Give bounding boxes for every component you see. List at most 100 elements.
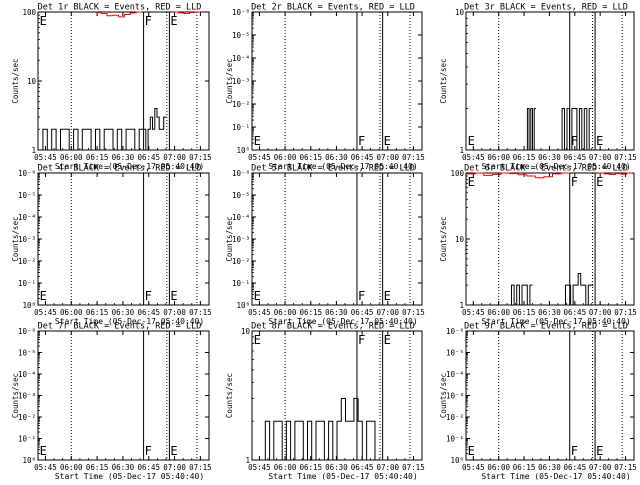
- panel6-y-tick-label: 1: [459, 301, 464, 310]
- panel1-x-axis-label: Start Time (05-Dec-17 05:40:40): [55, 162, 204, 171]
- panel6-lld-series: [598, 172, 633, 175]
- panel5-marker-f: F: [358, 289, 365, 303]
- panel1-x-tick-label: 06:45: [137, 153, 160, 162]
- panel3-x-tick-label: 06:45: [564, 153, 587, 162]
- panel2-x-tick-label: 06:00: [274, 153, 297, 162]
- panel8-title: Det 8r BLACK = Events, RED = LLD: [251, 322, 415, 332]
- panel8-x-tick-label: 07:15: [402, 463, 425, 472]
- panel4-y-tick-label: 10⁰: [22, 301, 36, 310]
- panel7-x-axis-label: Start Time (05-Dec-17 05:40:40): [55, 472, 204, 480]
- panel6-x-tick-label: 06:45: [564, 308, 587, 317]
- panel7-x-tick-label: 06:30: [112, 463, 135, 472]
- panel4-marker-f: F: [145, 289, 152, 303]
- panel1-y-tick-label: 1: [31, 146, 36, 155]
- panel2-marker-f: F: [358, 134, 365, 148]
- panel5-y-tick-label: 10⁻³: [232, 235, 250, 244]
- panel7-x-tick-label: 05:45: [34, 463, 57, 472]
- panel6-x-tick-label: 06:15: [513, 308, 536, 317]
- panel4-marker-e: E: [40, 289, 47, 303]
- panel9-plot-frame: [465, 330, 635, 461]
- panel7-y-tick-label: 10⁻²: [18, 413, 36, 422]
- panel1-y-tick-label: 10: [27, 77, 37, 86]
- panel2-y-tick-label: 10⁻²: [232, 100, 250, 109]
- panel2-x-tick-label: 05:45: [248, 153, 271, 162]
- panel9-marker-e: E: [596, 444, 603, 458]
- panel3-x-tick-label: 06:30: [538, 153, 561, 162]
- panel1-x-tick-label: 05:45: [34, 153, 57, 162]
- panel7-y-axis-label: Counts/sec: [11, 373, 20, 418]
- panel1-lld-series: [95, 11, 142, 18]
- panel2-x-tick-label: 07:00: [376, 153, 399, 162]
- panel6-lld-series: [466, 172, 570, 179]
- panel1-events-series: [38, 128, 144, 151]
- panel6-x-tick-label: 07:15: [614, 308, 637, 317]
- panel4-y-tick-label: 10⁻³: [18, 235, 36, 244]
- panel6-x-tick-label: 05:45: [462, 308, 485, 317]
- panel4-y-tick-label: 10⁻⁵: [18, 191, 36, 200]
- panel2-x-tick-label: 07:15: [402, 153, 425, 162]
- panel7-y-tick-label: 10⁻⁶: [18, 327, 36, 336]
- panel5-x-axis-label: Start Time (05-Dec-17 05:40:40): [268, 317, 417, 326]
- panel4-y-axis-label: Counts/sec: [11, 216, 20, 261]
- panel8-x-tick-label: 06:45: [351, 463, 374, 472]
- panel3-x-axis-label: Start Time (05-Dec-17 05:40:40): [481, 162, 630, 171]
- panel9-y-tick-label: 10⁻³: [446, 392, 464, 401]
- panel5-x-tick-label: 07:00: [376, 308, 399, 317]
- panel1-x-tick-label: 06:15: [86, 153, 109, 162]
- panel4-y-tick-label: 10⁻⁶: [18, 169, 36, 178]
- panel7-y-tick-label: 10⁰: [22, 456, 36, 465]
- panel7-y-tick-label: 10⁻¹: [18, 435, 36, 444]
- panel2-x-tick-label: 06:30: [325, 153, 348, 162]
- panel8-events-series: [261, 398, 380, 461]
- panel2-x-tick-label: 06:15: [299, 153, 322, 162]
- panel7-plot-frame: [37, 330, 210, 461]
- panel2-y-axis-label: Counts/sec: [225, 58, 234, 103]
- panel3-x-tick-label: 07:15: [614, 153, 637, 162]
- panel6-y-tick-label: 100: [450, 169, 464, 178]
- panel9-title: Det 9r BLACK = Events, RED = LLD: [464, 322, 628, 332]
- panel4-y-tick-label: 10⁻⁴: [18, 213, 36, 222]
- panel7-marker-e: E: [40, 444, 47, 458]
- panel6-events-series: [508, 284, 533, 306]
- panel3-y-tick-label: 10: [455, 8, 465, 17]
- panel7-marker-f: F: [145, 444, 152, 458]
- panel5-y-tick-label: 10⁻⁴: [232, 213, 250, 222]
- panel5-y-tick-label: 10⁻²: [232, 257, 250, 266]
- panel2-y-tick-label: 10⁻⁴: [232, 54, 250, 63]
- panel7-marker-e: E: [170, 444, 177, 458]
- panel7-x-tick-label: 07:15: [189, 463, 212, 472]
- panel7-y-tick-label: 10⁻⁴: [18, 370, 36, 379]
- panel8-x-tick-label: 06:00: [274, 463, 297, 472]
- panel9-x-tick-label: 06:45: [564, 463, 587, 472]
- panel5-title: Det 5r BLACK = Events, RED = LLD: [251, 164, 415, 174]
- panel4-x-tick-label: 06:00: [60, 308, 83, 317]
- panel5-x-tick-label: 05:45: [248, 308, 271, 317]
- panel9-x-tick-label: 06:00: [487, 463, 510, 472]
- panel1-y-axis-label: Counts/sec: [11, 58, 20, 103]
- panel3-y-tick-label: 1: [459, 146, 464, 155]
- panel6-y-tick-label: 10: [455, 235, 465, 244]
- panel4-x-axis-label: Start Time (05-Dec-17 05:40:40): [55, 317, 204, 326]
- panel5-x-tick-label: 07:15: [402, 308, 425, 317]
- panel1-x-tick-label: 06:30: [112, 153, 135, 162]
- panel1-x-tick-label: 07:15: [189, 153, 212, 162]
- panel7-y-tick-label: 10⁻³: [18, 392, 36, 401]
- panel4-y-tick-label: 10⁻²: [18, 257, 36, 266]
- panel5-marker-e: E: [384, 289, 391, 303]
- panel3-y-axis-label: Counts/sec: [439, 58, 448, 103]
- panel9-y-tick-label: 10⁻⁵: [446, 349, 464, 358]
- panel4-x-tick-label: 06:45: [137, 308, 160, 317]
- panel8-x-tick-label: 06:30: [325, 463, 348, 472]
- panel6-x-axis-label: Start Time (05-Dec-17 05:40:40): [481, 317, 630, 326]
- panel9-y-tick-label: 10⁻⁶: [446, 327, 464, 336]
- panel4-x-tick-label: 05:45: [34, 308, 57, 317]
- panel9-x-tick-label: 06:15: [513, 463, 536, 472]
- panel9-marker-f: F: [571, 444, 578, 458]
- panel4-y-tick-label: 10⁻¹: [18, 279, 36, 288]
- panel2-marker-e: E: [254, 134, 261, 148]
- panel9-y-axis-label: Counts/sec: [439, 373, 448, 418]
- panel8-marker-e: E: [384, 333, 391, 347]
- panel1-lld-series: [172, 11, 201, 14]
- panel7-x-tick-label: 07:00: [163, 463, 186, 472]
- panel6-y-axis-label: Counts/sec: [439, 216, 448, 261]
